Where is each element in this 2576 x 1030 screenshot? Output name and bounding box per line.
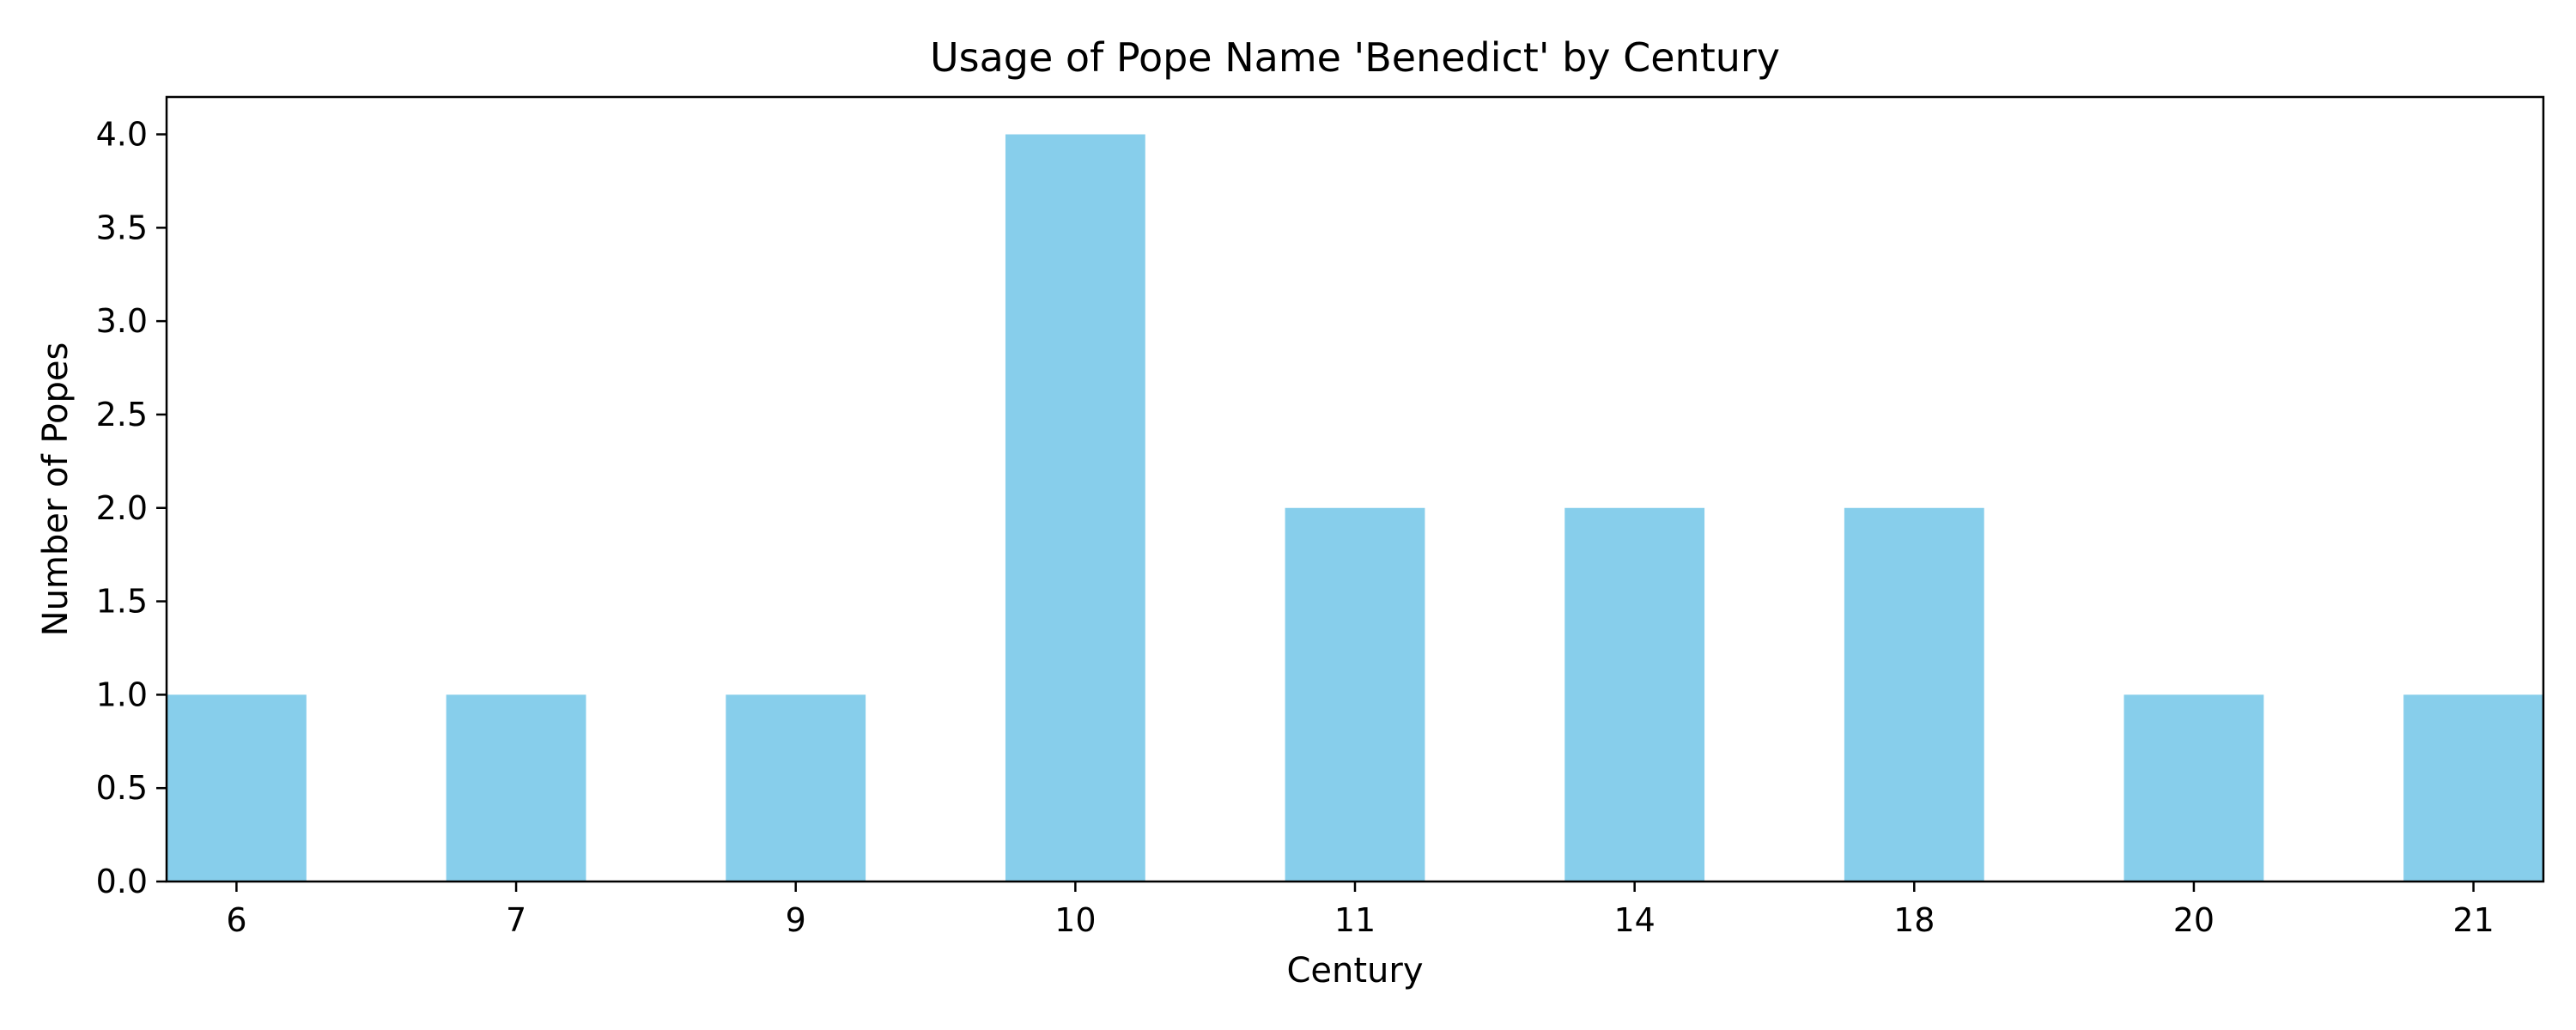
x-tick-label: 10: [1054, 901, 1096, 939]
y-tick-label: 2.0: [96, 489, 148, 527]
y-tick-label: 0.0: [96, 863, 148, 900]
bar-century-7: [446, 694, 586, 882]
y-axis-label: Number of Popes: [36, 342, 76, 637]
y-tick-label: 3.0: [96, 302, 148, 340]
x-axis-ticks: 6 7 9 10 11 14 18 20 21: [226, 882, 2494, 939]
y-tick-label: 0.5: [96, 769, 148, 807]
y-axis-ticks: 0.0 0.5 1.0 1.5 2.0 2.5 3.0 3.5 4.0: [96, 116, 167, 900]
x-tick-label: 6: [226, 901, 246, 939]
y-tick-label: 1.5: [96, 583, 148, 621]
bar-century-9: [726, 694, 866, 882]
x-axis-label: Century: [1286, 951, 1423, 991]
x-tick-label: 11: [1334, 901, 1376, 939]
y-tick-label: 1.0: [96, 676, 148, 713]
plot-frame: [165, 95, 2545, 883]
bar-century-10: [1005, 134, 1145, 882]
y-tick-label: 4.0: [96, 116, 148, 154]
y-tick-label: 3.5: [96, 209, 148, 246]
y-tick-label: 2.5: [96, 396, 148, 433]
bar-century-18: [1844, 507, 1984, 882]
bar-century-6: [167, 694, 307, 882]
x-tick-label: 14: [1613, 901, 1655, 939]
x-tick-label: 7: [506, 901, 526, 939]
bar-century-11: [1285, 507, 1425, 882]
bar-century-20: [2123, 694, 2264, 882]
bar-century-21: [2403, 694, 2543, 882]
chart-title: Usage of Pope Name 'Benedict' by Century: [930, 34, 1780, 81]
bars-group: [167, 134, 2543, 882]
x-tick-label: 18: [1893, 901, 1935, 939]
bar-century-14: [1564, 507, 1705, 882]
x-tick-label: 21: [2452, 901, 2494, 939]
x-tick-label: 9: [786, 901, 806, 939]
x-tick-label: 20: [2173, 901, 2215, 939]
